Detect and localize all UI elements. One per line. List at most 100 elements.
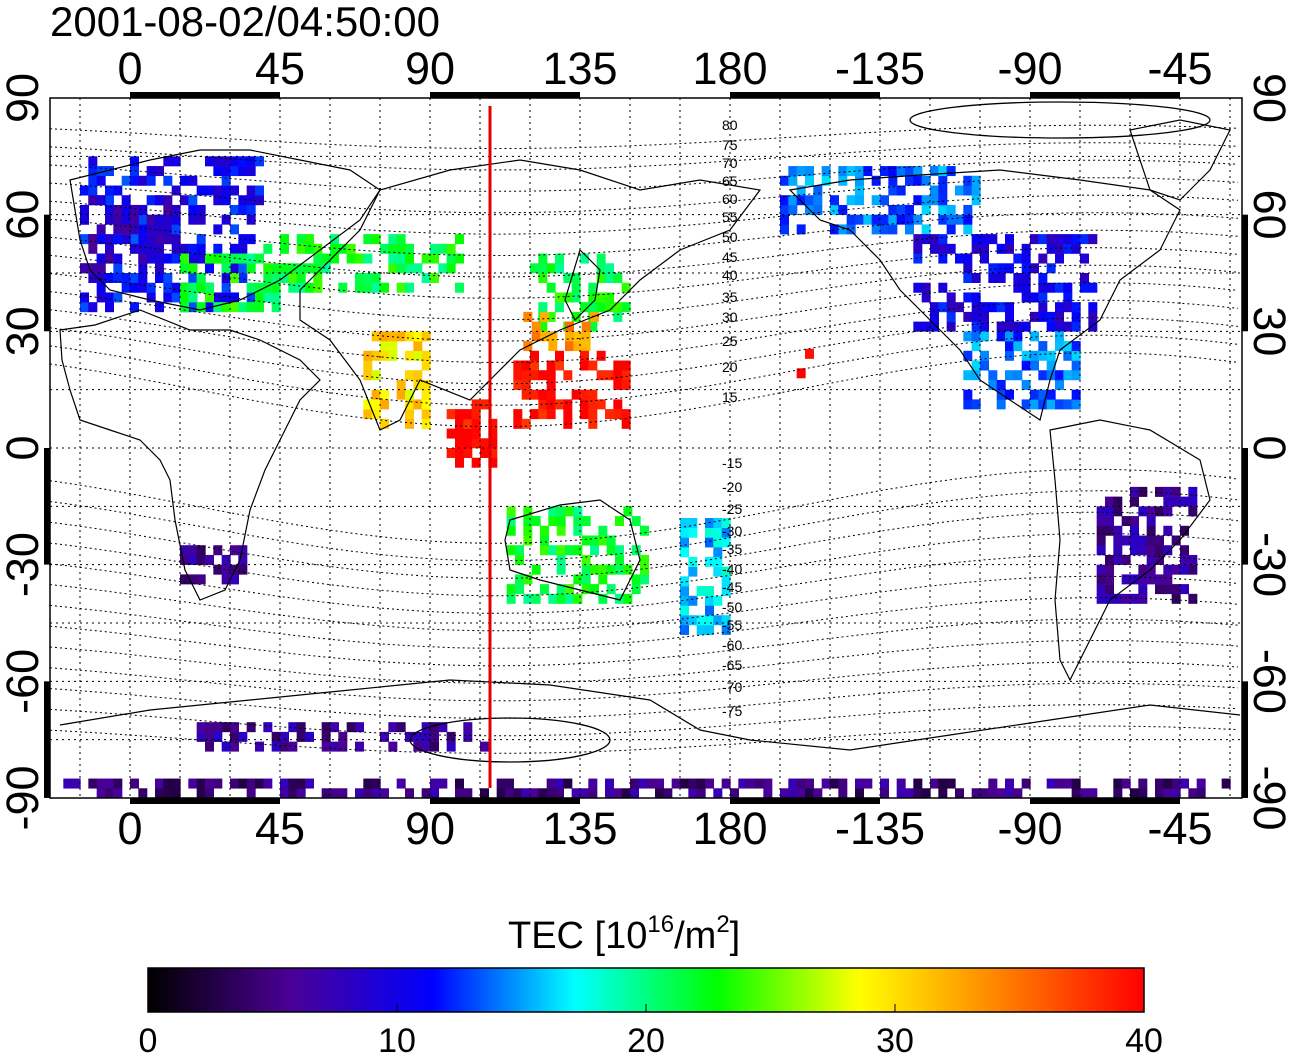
tec-cell	[1063, 321, 1073, 332]
tec-cell	[438, 243, 448, 254]
colorbar: TEC [1016/m2] 0 10 20 30 40	[139, 911, 1163, 1057]
tec-cell	[113, 273, 123, 283]
tec-cell	[413, 731, 423, 742]
tec-cell	[380, 341, 389, 352]
tec-cell	[1021, 778, 1031, 789]
tec-cell	[255, 302, 264, 313]
tec-cell	[871, 195, 881, 206]
tec-cell	[1105, 506, 1114, 517]
tec-cell	[615, 564, 624, 575]
tec-cell	[888, 224, 898, 235]
tec-cell	[1171, 564, 1181, 575]
tec-cell	[946, 224, 956, 235]
tec-cell	[163, 253, 173, 264]
lat-labels-left: 90 60 30 0 -30 -60 -90	[0, 73, 48, 831]
tec-cell	[540, 545, 549, 556]
tec-cell	[88, 234, 98, 245]
tec-cell	[588, 292, 598, 303]
tec-cell	[421, 731, 431, 742]
tec-cell	[1005, 321, 1014, 332]
lat-label-right: 0	[1244, 435, 1292, 460]
tec-cell	[646, 778, 656, 789]
tec-cell	[523, 525, 533, 536]
tec-cell	[763, 778, 773, 789]
tec-cell	[705, 537, 714, 548]
tec-cell	[705, 778, 714, 789]
tec-cell	[598, 535, 608, 546]
tec-cell	[680, 605, 689, 616]
tec-cell	[1130, 486, 1139, 497]
tec-cell	[96, 234, 106, 245]
tec-cell	[1138, 535, 1148, 546]
tec-cell	[1155, 574, 1164, 585]
tec-cell	[305, 731, 314, 742]
tec-cell	[573, 516, 583, 527]
tec-cell	[588, 409, 598, 420]
tec-cell	[855, 788, 864, 798]
tec-cell	[905, 788, 914, 798]
tec-cell	[338, 741, 348, 752]
tec-cell	[496, 778, 506, 789]
lon-label-bottom: 90	[405, 803, 455, 854]
tec-cell	[355, 282, 364, 293]
tec-cell	[205, 731, 214, 742]
tec-cell	[471, 409, 481, 420]
tec-cell	[1180, 496, 1189, 507]
tec-cell	[971, 399, 981, 410]
tec-cell	[531, 593, 541, 604]
tec-cell	[621, 370, 631, 381]
tec-cell	[530, 360, 539, 371]
tec-cell	[971, 195, 981, 206]
tec-cell	[905, 204, 914, 215]
tec-cell	[1105, 574, 1114, 585]
tec-cell	[515, 574, 524, 585]
tec-cell	[538, 321, 548, 332]
tec-cell	[1030, 234, 1039, 245]
colorbar-tick-label: 40	[1125, 1022, 1163, 1057]
tec-cell	[688, 615, 698, 626]
tec-cell	[463, 788, 473, 798]
tec-cell	[213, 778, 223, 789]
tec-cell	[506, 545, 516, 556]
tec-cell	[163, 195, 173, 206]
magnetic-contour	[50, 725, 1239, 754]
tec-cell	[1163, 506, 1173, 517]
tec-cell	[463, 409, 473, 420]
tec-cell	[146, 292, 156, 303]
tec-cell	[130, 302, 139, 313]
tec-cell	[788, 204, 798, 215]
tec-cell	[496, 788, 506, 798]
tec-cell	[88, 273, 98, 283]
tec-cell	[1021, 399, 1031, 410]
tec-cell	[88, 156, 98, 167]
tec-cell	[230, 574, 239, 585]
tec-cell	[1163, 545, 1173, 556]
tec-cell	[221, 175, 231, 186]
tec-cell	[455, 457, 464, 468]
tec-cell	[571, 292, 581, 303]
magnetic-contour	[50, 533, 1239, 597]
tec-cell	[913, 195, 923, 206]
lat-label-left: -30	[0, 532, 48, 597]
tec-cell	[813, 185, 823, 196]
tec-cell	[555, 350, 564, 361]
tec-cell	[1030, 331, 1039, 342]
tec-cell	[238, 166, 248, 177]
tec-cell	[213, 722, 223, 733]
tec-cell	[1005, 350, 1014, 361]
tec-cell	[590, 535, 599, 546]
tec-cell	[805, 348, 814, 359]
tec-cell	[405, 253, 414, 264]
tec-cell	[96, 273, 106, 283]
tec-cell	[355, 741, 364, 752]
contour-label: -40	[722, 561, 742, 577]
tec-cell	[1063, 399, 1073, 410]
tec-cell	[1063, 370, 1073, 381]
contour-label: 65	[722, 173, 738, 189]
tec-cell	[1113, 788, 1123, 798]
tec-cell	[430, 788, 439, 798]
tec-cell	[1138, 574, 1148, 585]
tec-cell	[1071, 778, 1081, 789]
tec-cell	[313, 243, 323, 254]
tec-cell	[388, 253, 398, 264]
